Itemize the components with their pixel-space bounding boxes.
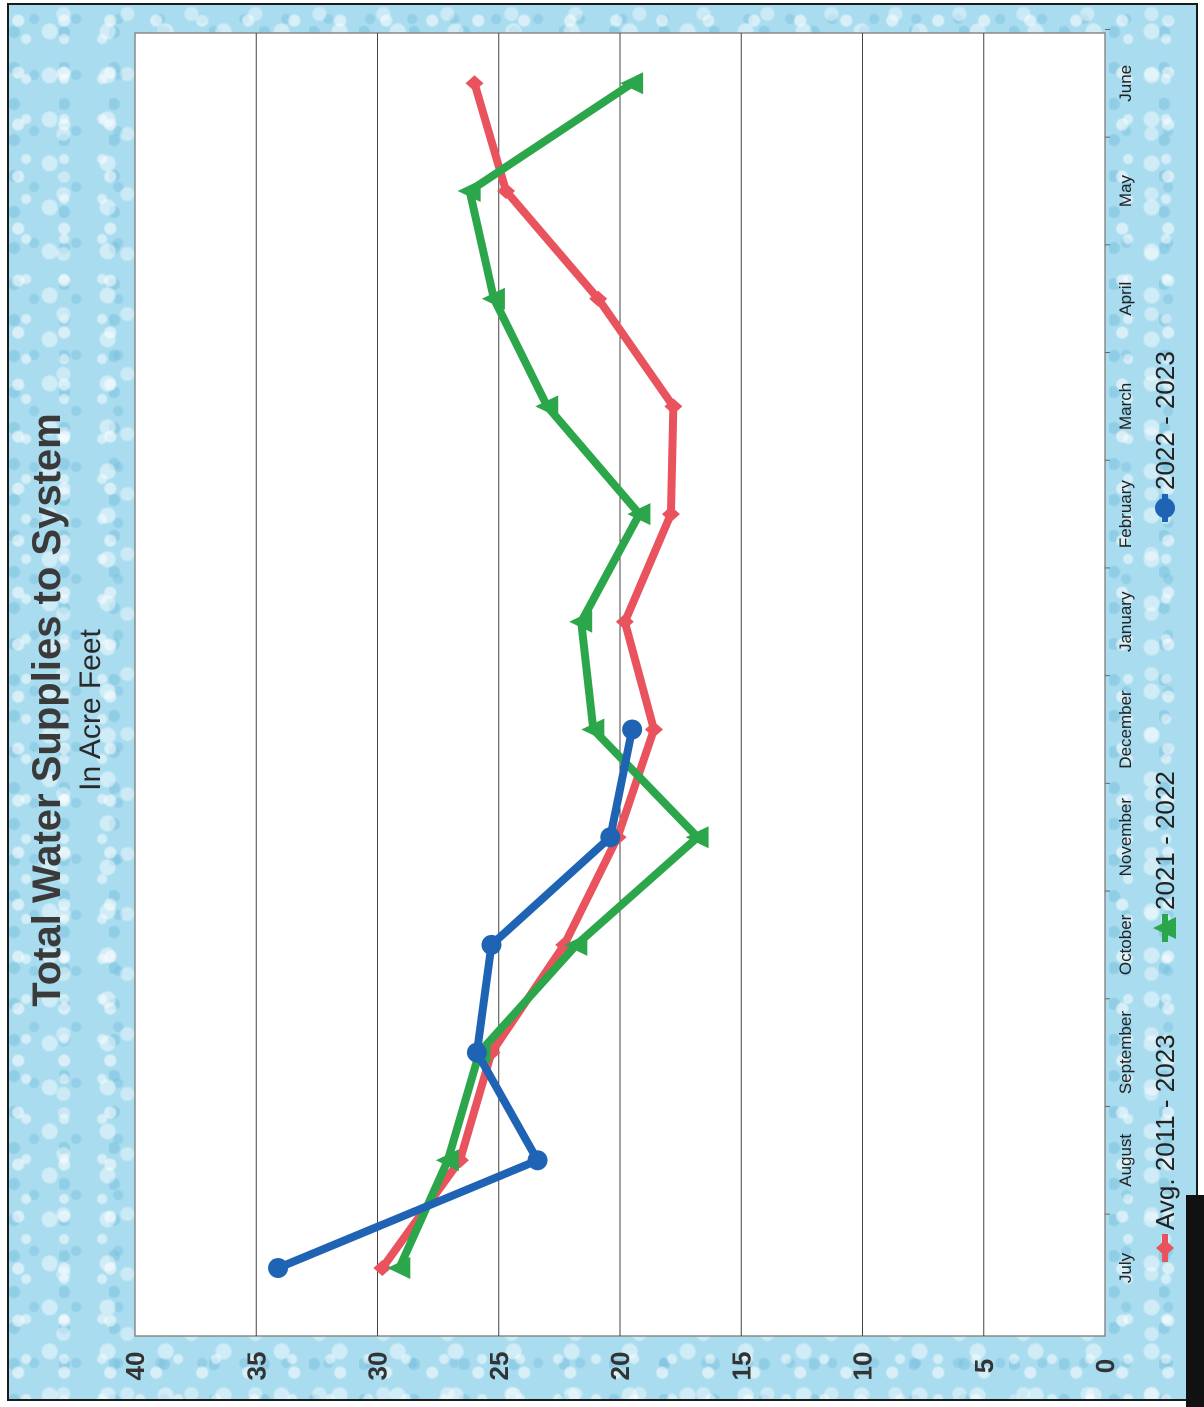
data-point [1156,1240,1174,1256]
series-line [274,725,637,1272]
y-tick-label: 20 [605,1352,635,1381]
data-point [664,398,683,415]
x-tick-label: January [1116,591,1135,652]
x-tick-label: December [1116,690,1135,769]
data-point [387,1257,411,1279]
x-tick-label: October [1116,914,1135,975]
x-tick-label: September [1116,1011,1135,1094]
x-tick-label: November [1116,798,1135,877]
data-point [620,72,644,95]
y-tick-label: 25 [484,1352,514,1381]
legend-label: 2022 - 2023 [1150,351,1180,490]
data-point [622,719,643,740]
data-point [373,1260,392,1276]
chart-title: Total Water Supplies to System [25,413,69,1006]
series-group [387,72,709,1279]
x-tick-label: July [1116,1252,1135,1283]
data-point [466,1042,487,1063]
data-point [589,290,608,307]
data-point [685,826,709,849]
plot-layer: 0 5 10 15 20 25 30 35 40 July August September Octo… [120,28,1135,1381]
y-tick-label: 40 [120,1352,150,1381]
x-tick-label: April [1116,282,1135,316]
legend-item: 2021 - 2022 [1150,771,1180,942]
data-point [268,1258,289,1278]
data-point [465,75,484,92]
data-point [527,1150,548,1171]
data-point [1155,498,1175,518]
x-tick-label: May [1116,174,1135,207]
legend-label: Avg. 2011 - 2023 [1150,1034,1180,1230]
data-point [564,933,588,956]
data-point [600,827,621,848]
legend: Avg. 2011 - 2023 2021 - 2022 2022 - 2023 [1150,351,1180,1262]
data-point [497,183,516,199]
data-point [644,721,663,738]
x-tick-label: June [1116,65,1135,102]
series-group [268,719,643,1278]
y-tick-label: 5 [969,1359,999,1373]
data-point [435,1149,459,1172]
x-axis-ticks: July August September October November Decemb… [1105,28,1135,1283]
data-point [615,613,634,630]
data-point [457,180,481,202]
data-point [627,503,651,526]
series-line [395,79,702,1272]
legend-item: Avg. 2011 - 2023 [1150,1034,1180,1262]
data-point [661,506,680,523]
data-point [481,934,502,955]
series-layer [268,72,709,1279]
chart-subtitle: In Acre Feet [74,628,107,790]
data-point [1153,917,1176,939]
x-tick-label: March [1116,383,1135,430]
gridlines [255,33,985,1336]
data-point [535,395,559,418]
legend-label: 2021 - 2022 [1150,771,1180,910]
data-point [481,287,505,310]
scan-edge-shadow [1186,1195,1204,1407]
y-tick-label: 15 [726,1352,756,1381]
y-tick-label: 30 [363,1352,393,1381]
data-point [581,718,605,741]
legend-item: 2022 - 2023 [1150,351,1180,522]
y-axis-ticks: 0 5 10 15 20 25 30 35 40 [120,1352,1120,1381]
x-tick-label: August [1116,1134,1135,1187]
data-point [569,610,593,633]
x-tick-label: February [1116,480,1135,549]
y-tick-label: 0 [1090,1359,1120,1373]
y-tick-label: 35 [241,1352,271,1381]
y-tick-label: 10 [848,1352,878,1381]
